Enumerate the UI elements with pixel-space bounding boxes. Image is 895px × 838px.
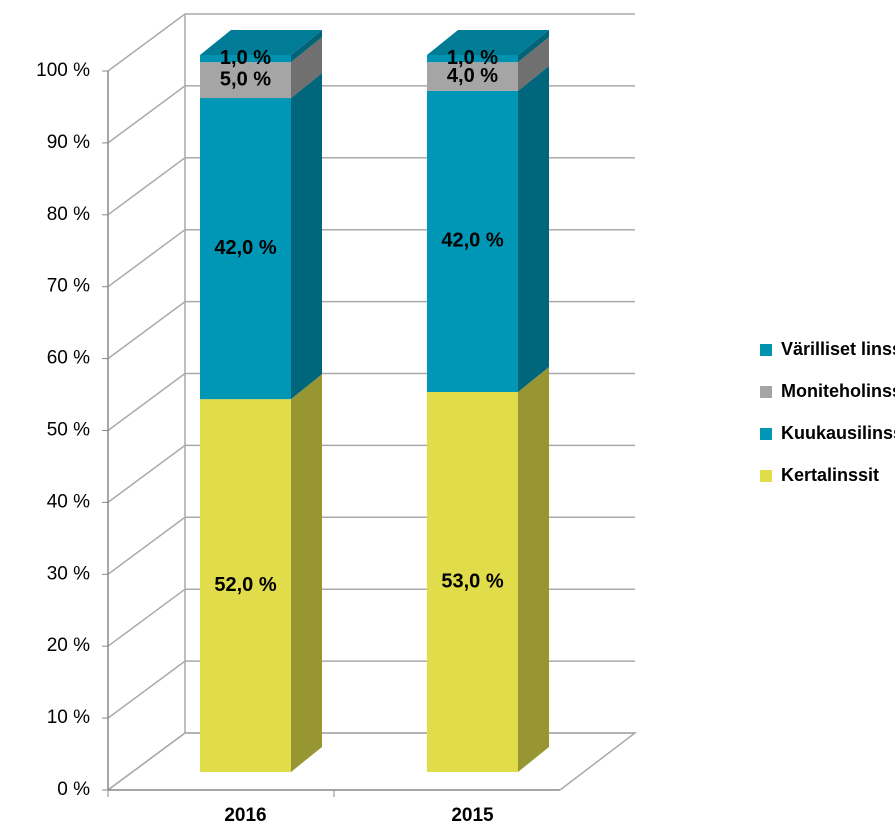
y-tick-label: 20 %	[47, 635, 90, 656]
y-tick-label: 100 %	[36, 60, 90, 81]
floor	[107, 732, 638, 791]
legend-label: Kuukausilinssit	[781, 423, 895, 443]
grid-line	[107, 444, 635, 504]
bar-segment	[200, 55, 291, 63]
y-tick-label: 0 %	[57, 779, 90, 800]
grid-line	[107, 157, 635, 216]
data-label: 1,0 %	[447, 47, 498, 69]
legend-label: Moniteholinssit	[781, 381, 895, 401]
legend-swatch	[760, 344, 772, 356]
grid-line	[107, 300, 635, 360]
legend-swatch	[760, 428, 772, 440]
data-label: 42,0 %	[214, 237, 276, 259]
legend-swatch	[760, 386, 772, 398]
legend-swatch	[760, 470, 772, 482]
bar-segment	[200, 98, 291, 400]
data-label: 5,0 %	[220, 68, 271, 90]
legend-label: Kertalinssit	[781, 465, 879, 485]
y-tick-label: 70 %	[47, 276, 90, 297]
x-tick-label: 2016	[224, 805, 266, 826]
grid-line	[107, 660, 635, 719]
data-label: 52,0 %	[214, 574, 276, 596]
y-tick-label: 10 %	[47, 707, 90, 728]
data-label: 42,0 %	[441, 230, 503, 252]
bar-side	[518, 65, 549, 392]
bar-top	[427, 30, 549, 55]
bar-segment	[427, 90, 518, 392]
grid-line	[107, 13, 635, 72]
data-label: 1,0 %	[220, 47, 271, 69]
bar-side	[291, 374, 322, 772]
bar-segment	[200, 62, 291, 99]
bar-top	[200, 30, 322, 55]
bar-segment	[200, 399, 291, 772]
grid-line	[107, 85, 635, 144]
y-tick-label: 50 %	[47, 420, 90, 441]
x-tick-label: 2015	[451, 805, 494, 826]
grid-line	[107, 516, 635, 575]
bar-side	[518, 366, 549, 772]
bar-segment	[427, 391, 518, 772]
data-label: 53,0 %	[441, 570, 503, 592]
bar-side	[291, 30, 322, 63]
y-tick-label: 90 %	[47, 132, 90, 153]
y-tick-label: 40 %	[47, 491, 90, 512]
grid-line	[107, 228, 635, 288]
grid-line	[107, 588, 635, 647]
data-label: 4,0 %	[447, 65, 498, 87]
y-tick-label: 30 %	[47, 563, 90, 584]
legend-label: Värilliset linssit	[781, 339, 895, 359]
grid-line	[107, 372, 635, 432]
bar-side	[518, 37, 549, 91]
bar-side	[291, 37, 322, 99]
grid-line	[107, 732, 635, 791]
bar-segment	[427, 55, 518, 63]
y-tick-label: 80 %	[47, 204, 90, 225]
bar-side	[291, 73, 322, 400]
bar-side	[518, 30, 549, 63]
y-tick-label: 60 %	[47, 348, 90, 369]
bar-segment	[427, 62, 518, 91]
